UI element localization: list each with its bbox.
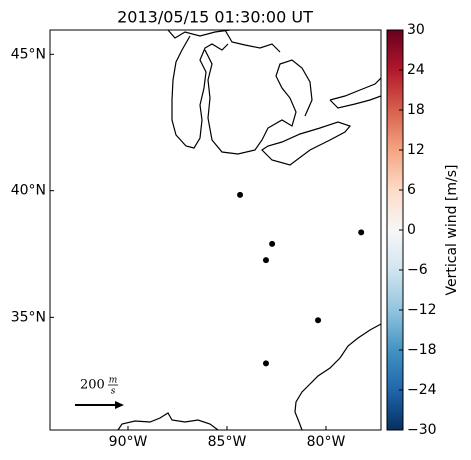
- colorbar-tick-label: 12: [407, 142, 425, 158]
- colorbar-tick-label: −18: [407, 342, 437, 358]
- y-tick-label: 35°N: [11, 309, 46, 325]
- quiver-key-head: [115, 401, 124, 409]
- colorbar-tick-label: 18: [407, 102, 425, 118]
- station: [315, 317, 322, 324]
- station: [262, 360, 269, 367]
- colorbar-tick-label: −6: [407, 262, 428, 278]
- y-tick-label: 40°N: [11, 183, 46, 199]
- colorbar-tick-label: 30: [407, 22, 425, 38]
- colorbar-tick-label: 0: [407, 222, 416, 238]
- colorbar-tick-label: −12: [407, 302, 437, 318]
- coastlines: [117, 30, 381, 430]
- quiver-key-unit-den: s: [111, 387, 116, 397]
- x-tick-label: 85°W: [208, 434, 247, 450]
- quiver-key-value: 200: [80, 378, 105, 393]
- colorbar-tick-label: −24: [407, 382, 437, 398]
- x-tick-label: 90°W: [109, 434, 148, 450]
- x-tick-label: 80°W: [307, 434, 346, 450]
- station: [358, 229, 365, 236]
- colorbar-tick-label: 6: [407, 182, 416, 198]
- colorbar-tick-label: 24: [407, 62, 425, 78]
- map-frame: [49, 29, 382, 431]
- station: [269, 240, 276, 247]
- colorbar-label: Vertical wind [m/s]: [444, 165, 460, 296]
- y-tick-label: 45°N: [11, 46, 46, 62]
- station: [237, 191, 244, 198]
- title: 2013/05/15 01:30:00 UT: [117, 8, 313, 27]
- quiver-key-unit-num: m: [109, 376, 118, 386]
- station: [262, 257, 269, 264]
- colorbar-tick-label: −30: [407, 422, 437, 438]
